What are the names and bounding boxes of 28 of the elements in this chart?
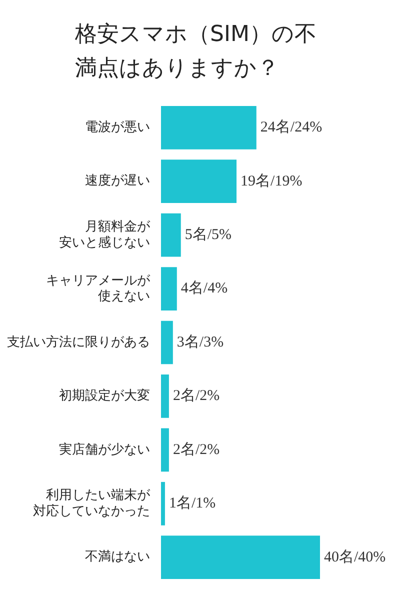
bar (161, 320, 173, 364)
y-tick-label: 速度が遅い (85, 172, 150, 189)
data-label: 24名/24% (260, 118, 322, 136)
y-tick-label: 不満はない (85, 550, 150, 565)
bar (161, 536, 320, 580)
y-tick-label: 月額料金が安いと感じない (59, 220, 151, 250)
y-tick-label: 初期設定が大変 (59, 388, 150, 404)
data-label: 2名/2% (172, 440, 220, 458)
chart-title: 格安スマホ（SIM）の不満点はありますか？ (75, 21, 318, 83)
data-label: 40名/40% (324, 548, 386, 566)
bar (161, 106, 256, 150)
y-tick-label: 利用したい端末が対応していなかった (33, 488, 151, 519)
bar (161, 267, 177, 310)
bar (161, 482, 165, 526)
bar (161, 213, 181, 257)
y-tick-label: 実店舗が少ない (59, 441, 150, 458)
bar (161, 160, 237, 204)
bar (161, 428, 169, 472)
data-label: 2名/2% (172, 387, 220, 404)
data-label: 4名/4% (180, 280, 228, 297)
data-label: 1名/1% (168, 494, 216, 512)
y-tick-label: キャリアメールが使えない (46, 273, 151, 304)
bar (161, 374, 169, 418)
data-label: 19名/19% (240, 172, 302, 190)
data-label: 3名/3% (176, 333, 224, 350)
data-label: 5名/5% (184, 226, 232, 244)
y-tick-label: 支払い方法に限りがある (7, 334, 150, 350)
y-tick-label: 電波が悪い (85, 120, 150, 136)
